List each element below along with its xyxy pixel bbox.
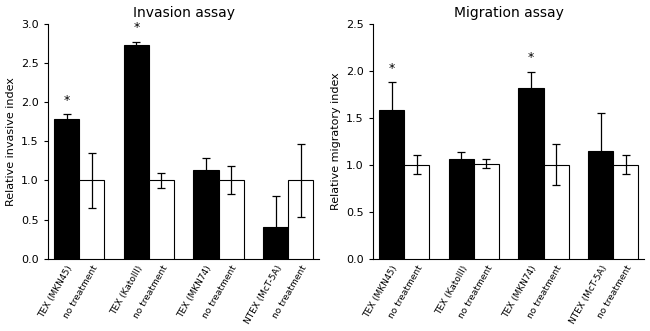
Bar [194,170,218,259]
Bar [543,165,569,259]
Bar [79,180,104,259]
Y-axis label: Relative migratory index: Relative migratory index [331,72,341,210]
Bar [149,180,174,259]
Bar [588,151,613,259]
Title: Migration assay: Migration assay [454,6,564,20]
Y-axis label: Relative invasive index: Relative invasive index [6,77,16,206]
Title: Invasion assay: Invasion assay [133,6,235,20]
Bar [519,87,543,259]
Bar [379,110,404,259]
Bar [218,180,244,259]
Bar [613,165,638,259]
Bar [54,119,79,259]
Bar [124,45,149,259]
Bar [288,180,313,259]
Text: *: * [64,94,70,107]
Bar [263,227,288,259]
Text: *: * [133,22,140,34]
Text: *: * [389,62,395,75]
Bar [404,165,429,259]
Text: *: * [528,51,534,65]
Bar [448,159,474,259]
Bar [474,164,499,259]
